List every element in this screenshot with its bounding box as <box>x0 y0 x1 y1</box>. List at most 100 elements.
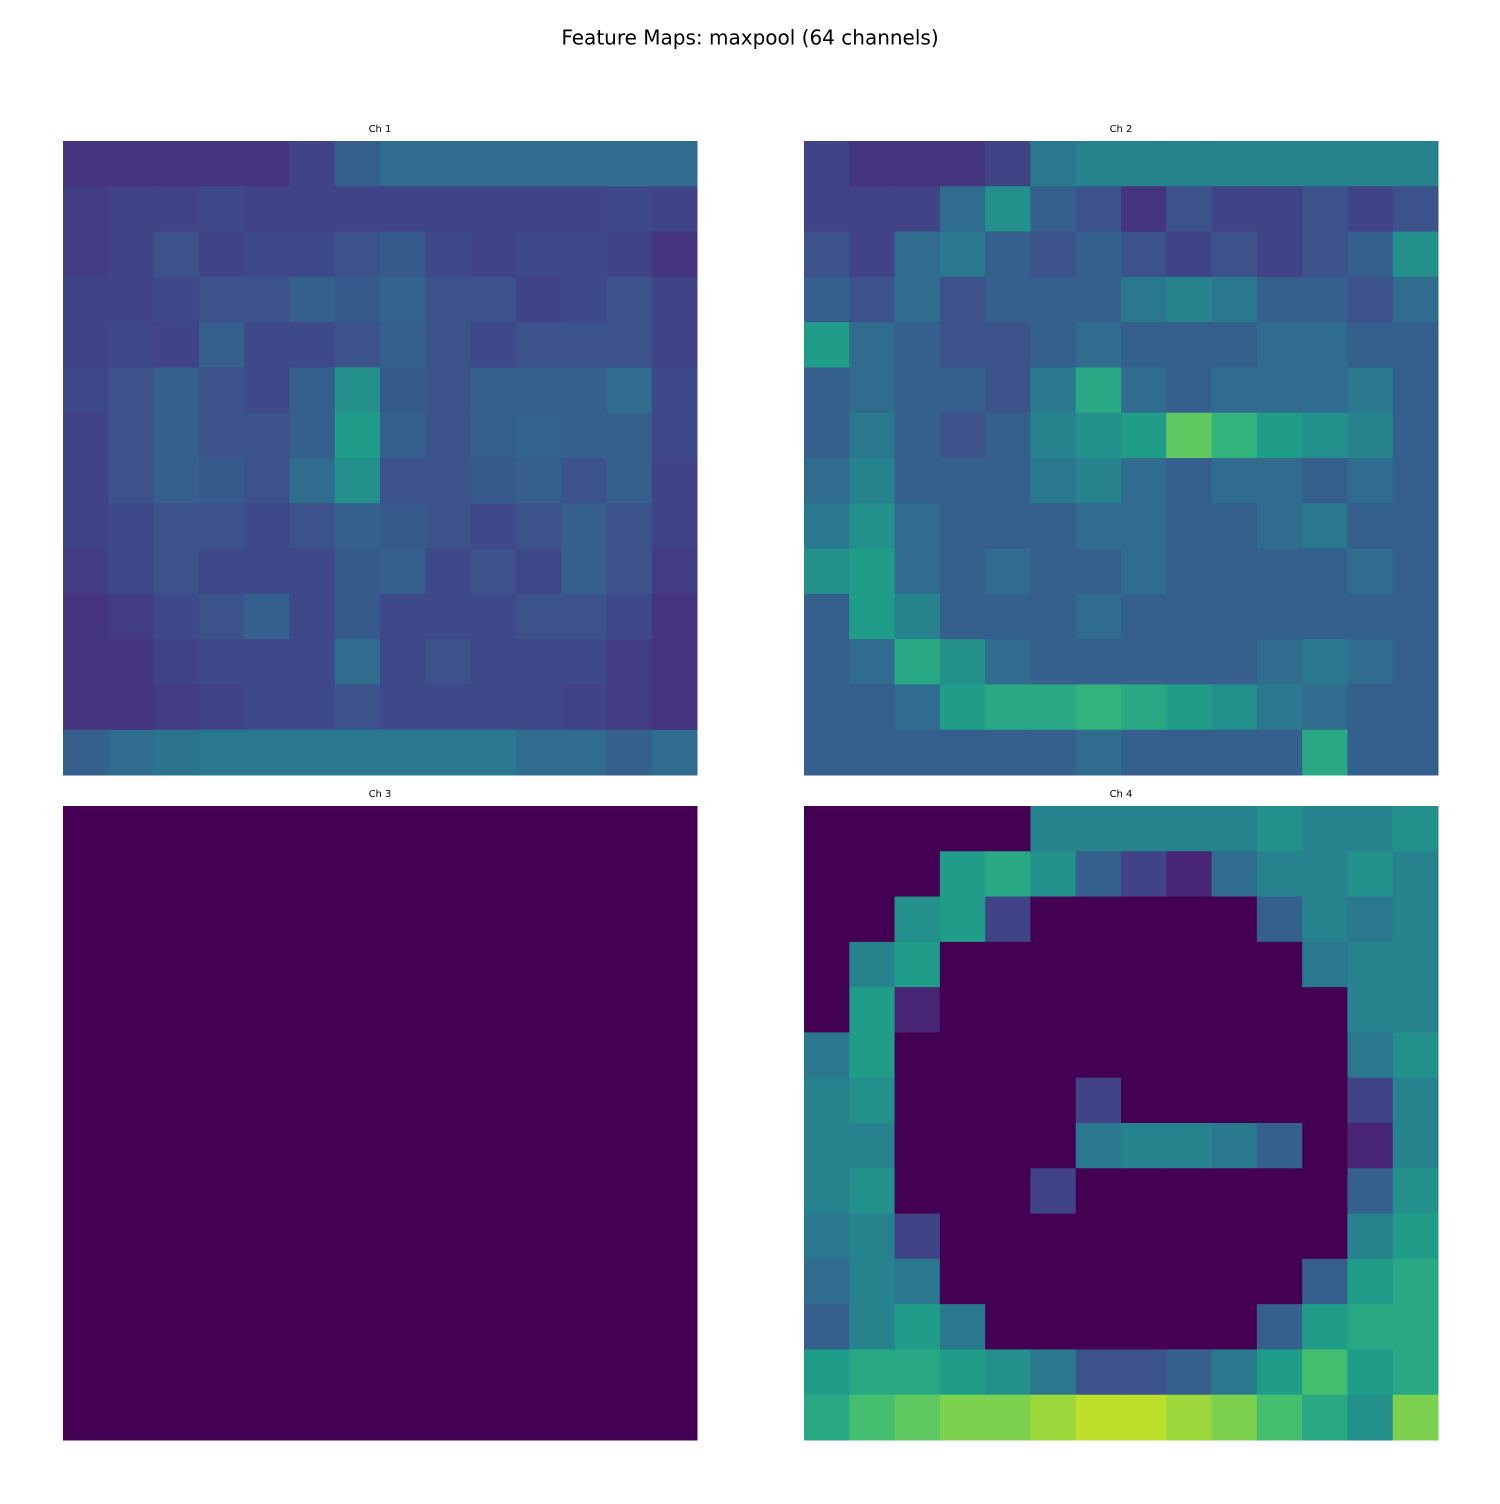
heatmap-cell <box>804 1213 850 1260</box>
heatmap-cell <box>470 1213 517 1260</box>
heatmap-cell <box>470 987 517 1033</box>
heatmap-cell <box>1166 593 1213 640</box>
heatmap-cell <box>380 639 426 685</box>
heatmap-cell <box>334 639 381 685</box>
heatmap-cell <box>651 1349 698 1396</box>
heatmap-cell <box>198 322 245 368</box>
heatmap-cell <box>1302 322 1348 368</box>
heatmap-cell <box>153 412 200 459</box>
heatmap-cell <box>1302 1258 1348 1305</box>
heatmap-cell <box>1166 806 1213 852</box>
heatmap-cell <box>1347 729 1394 776</box>
heatmap-cell <box>380 1032 426 1079</box>
heatmap-cell <box>1256 367 1303 414</box>
figure-title: Feature Maps: maxpool (64 channels) <box>561 26 938 50</box>
heatmap-cell <box>561 141 607 187</box>
heatmap-cell <box>1166 548 1213 595</box>
heatmap-cell <box>1075 896 1122 943</box>
heatmap-cell <box>1256 1349 1303 1396</box>
heatmap-cell <box>289 458 336 504</box>
heatmap-cell <box>1392 1349 1439 1396</box>
heatmap-cell <box>804 941 850 988</box>
heatmap-cell <box>380 987 426 1033</box>
heatmap-cell <box>1030 548 1077 595</box>
heatmap-cell <box>985 412 1031 459</box>
heatmap-cell <box>939 1349 986 1396</box>
heatmap-cell <box>244 987 290 1033</box>
heatmap-cell <box>1030 593 1077 640</box>
heatmap-cell <box>1121 322 1167 368</box>
heatmap-cell <box>1030 1349 1077 1396</box>
heatmap-cell <box>380 851 426 898</box>
heatmap-cell <box>470 941 517 988</box>
heatmap-cell <box>1121 1394 1167 1441</box>
heatmap-cell <box>334 141 381 187</box>
heatmap-cell <box>380 548 426 595</box>
heatmap-cell <box>470 729 517 776</box>
heatmap-cell <box>1166 1349 1213 1396</box>
heatmap-cell <box>894 851 941 898</box>
heatmap-cell <box>1347 1258 1394 1305</box>
heatmap-cell <box>1211 412 1258 459</box>
heatmap-cell <box>1075 1032 1122 1079</box>
heatmap-cell <box>108 1168 155 1215</box>
heatmap-cell <box>939 548 986 595</box>
heatmap-cell <box>804 806 850 852</box>
heatmap-cell <box>108 1213 155 1260</box>
heatmap-cell <box>470 851 517 898</box>
heatmap-cell <box>289 729 336 776</box>
heatmap-cell <box>425 684 472 731</box>
heatmap-cell <box>153 503 200 550</box>
heatmap-cell <box>1121 1123 1167 1169</box>
heatmap-cell <box>894 141 941 187</box>
heatmap-cell <box>651 503 698 550</box>
heatmap-cell <box>108 851 155 898</box>
heatmap-cell <box>198 412 245 459</box>
heatmap-cell <box>380 276 426 323</box>
heatmap-cell <box>198 593 245 640</box>
heatmap-cell <box>380 806 426 852</box>
heatmap-cell <box>1166 851 1213 898</box>
heatmap-cell <box>334 1349 381 1396</box>
heatmap-cell <box>1302 367 1348 414</box>
heatmap-cell <box>108 806 155 852</box>
heatmap-cell <box>198 1304 245 1350</box>
heatmap-cell <box>1302 141 1348 187</box>
heatmap-cell <box>1211 1258 1258 1305</box>
heatmap-cell <box>651 729 698 776</box>
heatmap-cell <box>606 593 653 640</box>
heatmap-cell <box>1075 412 1122 459</box>
heatmap-cell <box>244 1123 290 1169</box>
heatmap-cell <box>244 412 290 459</box>
heatmap-cell <box>1256 1304 1303 1350</box>
heatmap-cell <box>380 412 426 459</box>
heatmap-cell <box>849 806 896 852</box>
heatmap-cell <box>470 684 517 731</box>
heatmap-cell <box>334 987 381 1033</box>
heatmap-cell <box>894 231 941 278</box>
heatmap-cell <box>153 1168 200 1215</box>
heatmap-cell <box>1302 276 1348 323</box>
heatmap-cell <box>1256 1168 1303 1215</box>
heatmap-cell <box>849 412 896 459</box>
heatmap-cell <box>939 1213 986 1260</box>
heatmap-cell <box>1211 806 1258 852</box>
heatmap-cell <box>63 141 109 187</box>
heatmap-cell <box>804 503 850 550</box>
heatmap-cell <box>1166 1168 1213 1215</box>
heatmap-cell <box>849 729 896 776</box>
heatmap-cell <box>63 1258 109 1305</box>
heatmap-cell <box>108 367 155 414</box>
heatmap-cell <box>1302 806 1348 852</box>
heatmap-cell <box>1392 1123 1439 1169</box>
heatmap-cell <box>985 458 1031 504</box>
heatmap-cell <box>985 896 1031 943</box>
heatmap-cell <box>244 1349 290 1396</box>
heatmap-cell <box>1347 896 1394 943</box>
heatmap-cell <box>63 276 109 323</box>
heatmap-cell <box>985 231 1031 278</box>
heatmap-cell <box>515 639 562 685</box>
heatmap-cell <box>244 548 290 595</box>
